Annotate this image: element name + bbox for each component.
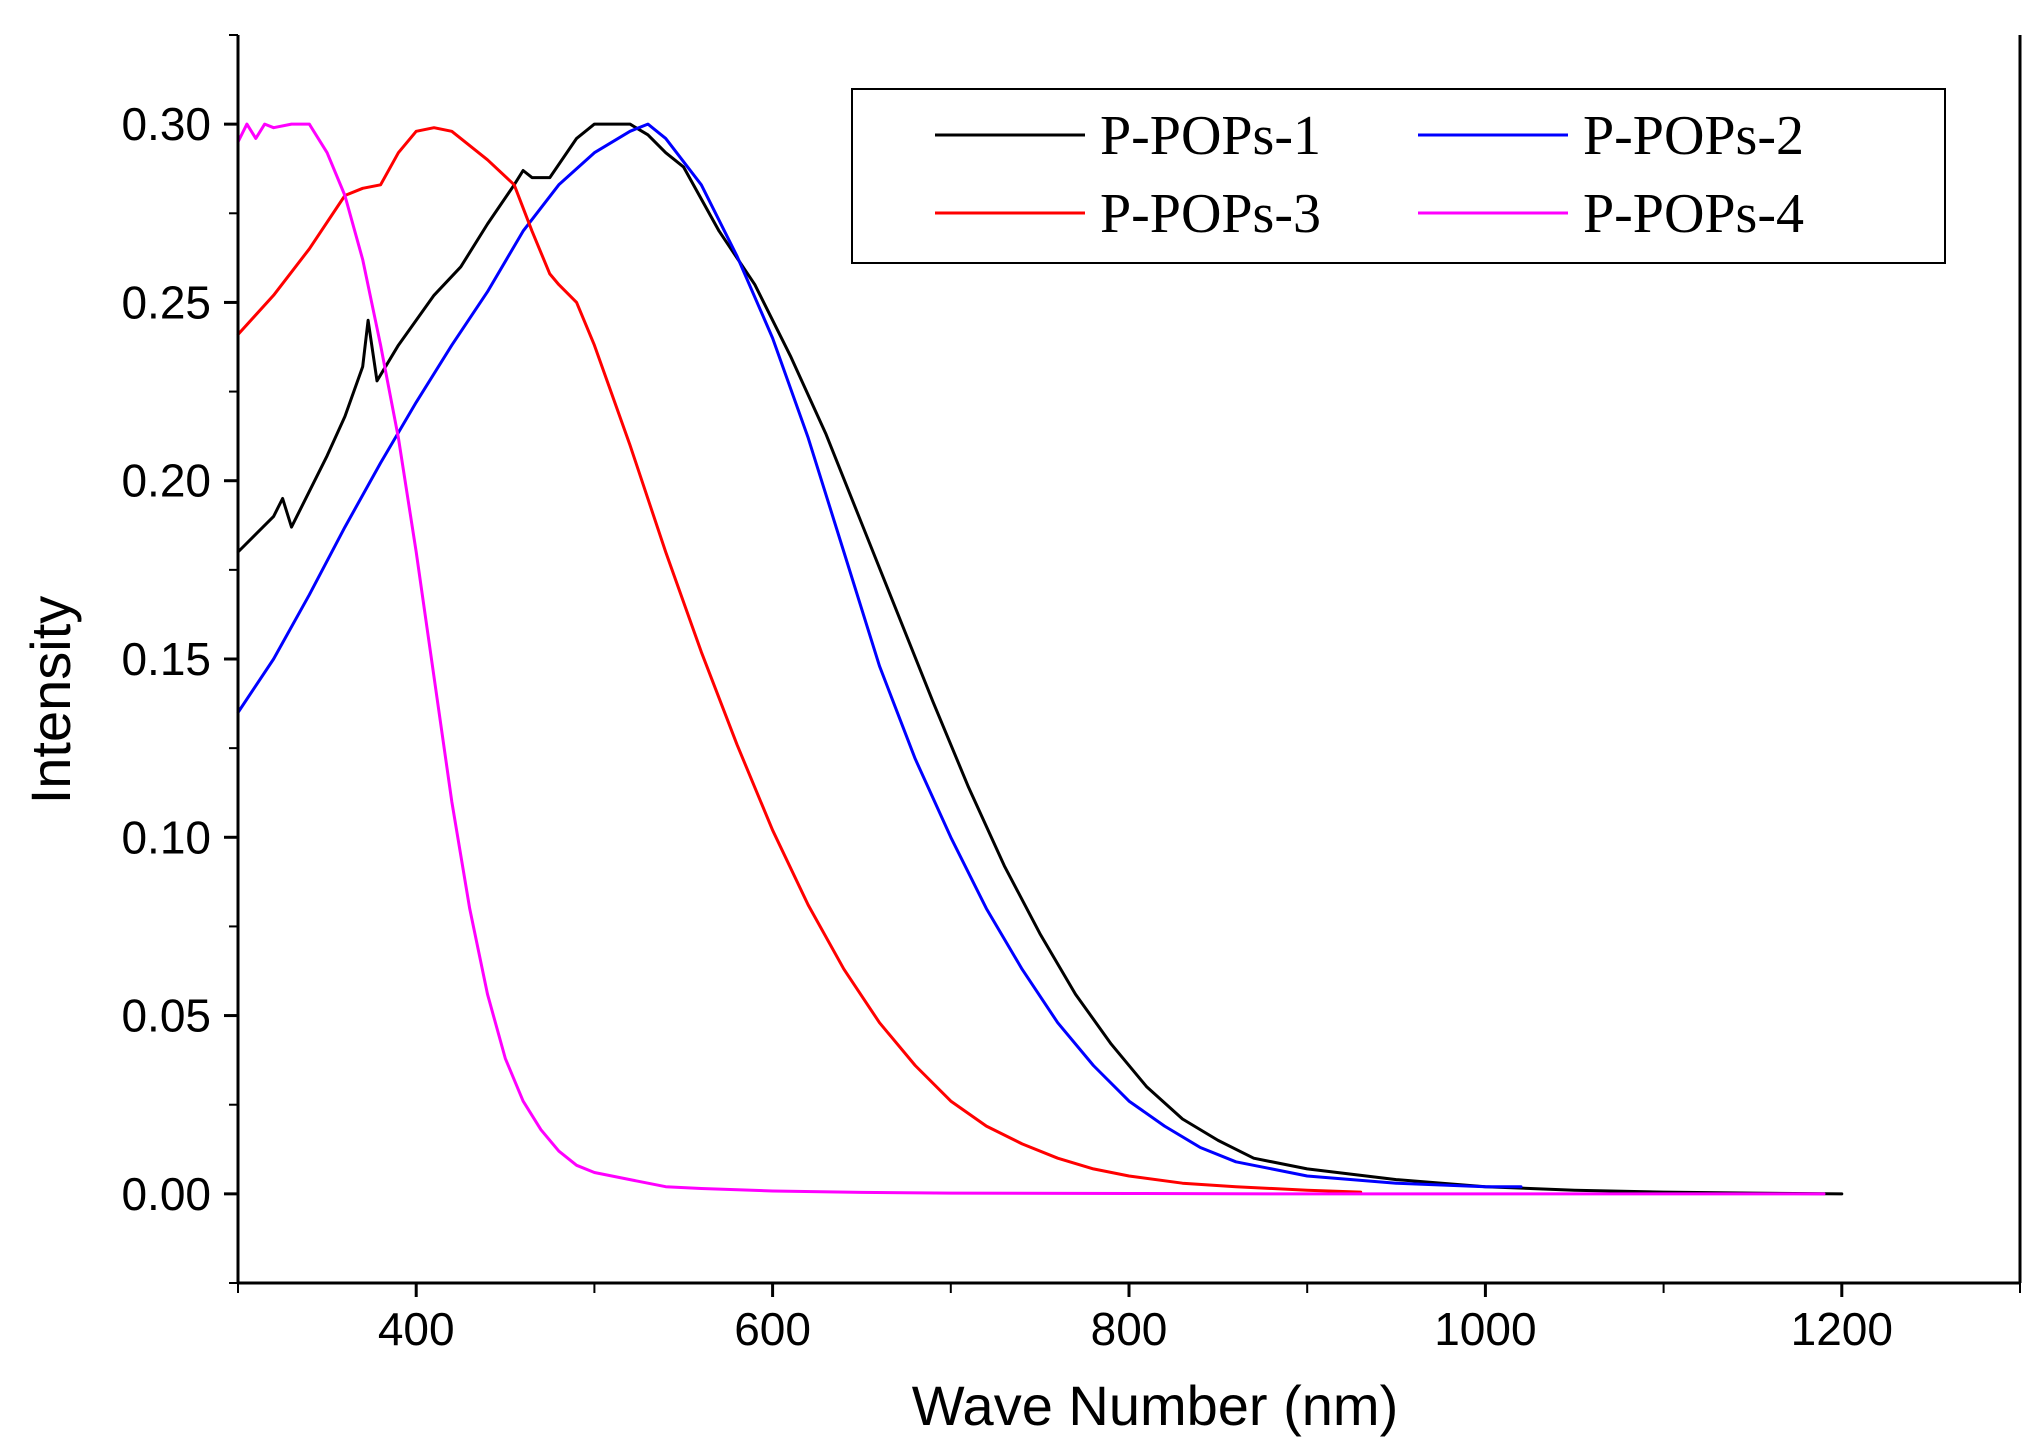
x-tick-label: 800 <box>1091 1303 1168 1355</box>
y-axis-title: Intensity <box>19 596 82 805</box>
y-tick-label: 0.20 <box>121 455 211 507</box>
y-tick-label: 0.10 <box>121 811 211 863</box>
series-line-p-pops-3 <box>236 126 1363 1194</box>
series-line-p-pops-1 <box>236 122 1844 1196</box>
x-tick-label: 1000 <box>1434 1303 1536 1355</box>
y-tick-label: 0.00 <box>121 1168 211 1220</box>
legend-label-p-pops-4: P-POPs-4 <box>1583 183 1804 245</box>
y-tick-label: 0.25 <box>121 276 211 328</box>
series-line-p-pops-4 <box>236 122 1826 1196</box>
x-axis-title: Wave Number (nm) <box>912 1374 1398 1437</box>
y-tick-label: 0.15 <box>121 633 211 685</box>
x-tick-label: 1200 <box>1791 1303 1893 1355</box>
plot-lines <box>236 122 1844 1196</box>
legend-label-p-pops-2: P-POPs-2 <box>1583 105 1804 167</box>
legend-label-p-pops-3: P-POPs-3 <box>1100 183 1321 245</box>
y-axis-ticks: 0.00 0.05 0.10 0.15 0.20 0.25 0.30 <box>121 34 238 1284</box>
legend: P-POPs-1 P-POPs-2 P-POPs-3 P-POPs-4 <box>851 88 1946 264</box>
x-tick-label: 400 <box>378 1303 455 1355</box>
x-axis-ticks: 400 600 800 1000 1200 <box>237 1283 2021 1355</box>
x-tick-label: 600 <box>734 1303 811 1355</box>
legend-box <box>851 88 1946 264</box>
legend-label-p-pops-1: P-POPs-1 <box>1100 105 1321 167</box>
y-tick-label: 0.05 <box>121 990 211 1042</box>
y-tick-label: 0.30 <box>121 98 211 150</box>
series-line-p-pops-2 <box>236 122 1523 1189</box>
